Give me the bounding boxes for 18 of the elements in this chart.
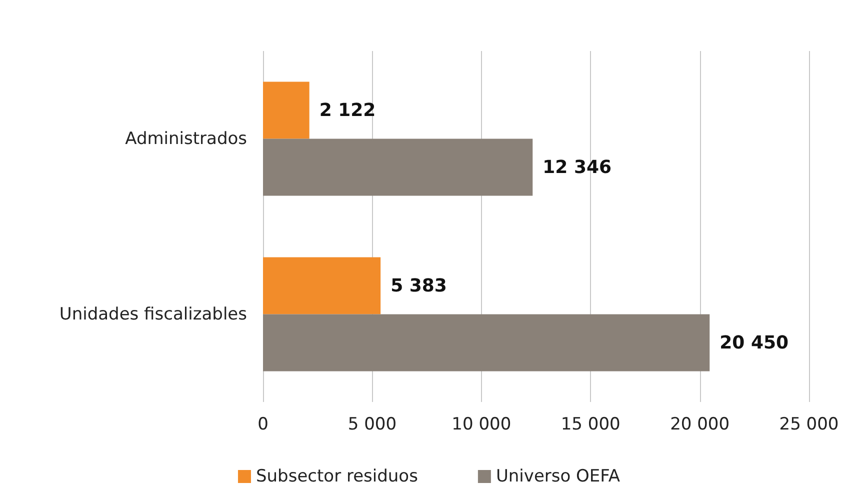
bar	[263, 257, 381, 314]
x-tick-label: 10 000	[452, 414, 512, 434]
data-label: 2 122	[319, 100, 376, 121]
y-tick-label: Unidades fiscalizables	[59, 304, 248, 324]
x-tick-label: 5 000	[348, 414, 397, 434]
bar	[263, 138, 533, 196]
data-label: 5 383	[390, 275, 447, 296]
bar	[263, 82, 310, 139]
data-label: 20 450	[720, 332, 789, 354]
y-tick-label: Administrados	[125, 128, 248, 149]
legend-label: Universo OEFA	[496, 466, 620, 486]
legend-label: Subsector residuos	[256, 466, 418, 486]
x-tick-label: 20 000	[670, 414, 730, 434]
x-tick-label: 15 000	[560, 414, 620, 434]
x-tick-label: 0	[258, 414, 268, 434]
x-tick-label: 25 000	[779, 414, 839, 434]
data-label: 12 346	[542, 156, 612, 178]
bar	[263, 314, 710, 372]
